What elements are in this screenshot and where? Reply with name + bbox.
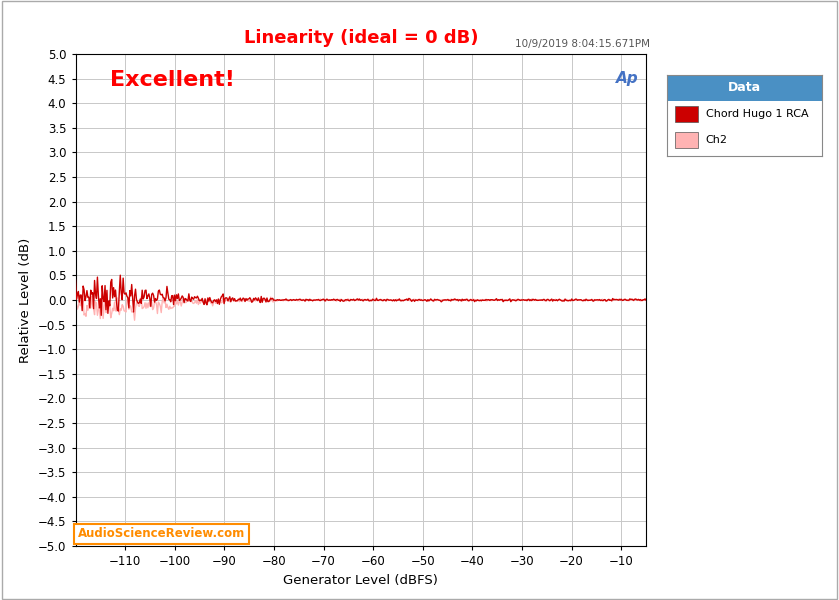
Text: AudioScienceReview.com: AudioScienceReview.com <box>78 527 245 540</box>
Text: 10/9/2019 8:04:15.671PM: 10/9/2019 8:04:15.671PM <box>515 39 650 49</box>
Bar <box>675 131 698 148</box>
Text: Excellent!: Excellent! <box>110 70 235 90</box>
Bar <box>667 75 822 101</box>
Text: Ch2: Ch2 <box>706 135 727 145</box>
Text: Chord Hugo 1 RCA: Chord Hugo 1 RCA <box>706 109 809 119</box>
Text: Ap: Ap <box>616 71 638 86</box>
Y-axis label: Relative Level (dB): Relative Level (dB) <box>19 238 33 362</box>
Title: Linearity (ideal = 0 dB): Linearity (ideal = 0 dB) <box>243 29 478 47</box>
Text: Data: Data <box>728 82 761 94</box>
X-axis label: Generator Level (dBFS): Generator Level (dBFS) <box>284 574 438 587</box>
Bar <box>675 106 698 122</box>
